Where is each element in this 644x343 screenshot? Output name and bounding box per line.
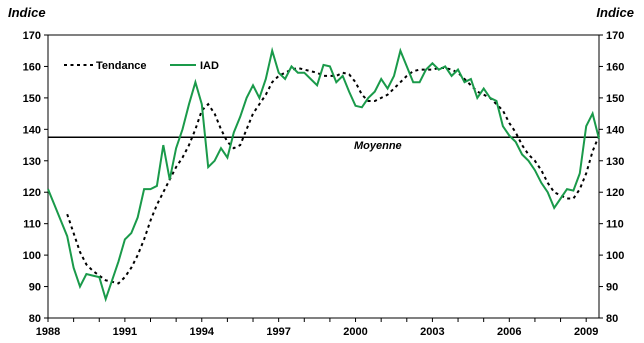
y-tick-label-left: 160 [23,61,41,73]
x-tick-label: 2003 [420,326,444,338]
y-tick-label-left: 140 [23,124,41,136]
x-tick-label: 1994 [190,326,215,338]
x-tick-label: 2009 [574,326,598,338]
x-tick-label: 2006 [497,326,521,338]
y-tick-label-right: 160 [606,61,624,73]
y-tick-label-right: 170 [606,30,624,42]
y-tick-label-right: 140 [606,124,624,136]
y-axis-right: 80 90 100 110 120 130 140 150 160 170 [599,30,624,325]
series-tendance-line [66,66,600,285]
x-tick-label: 2000 [343,326,367,338]
y-tick-label-left: 120 [23,187,41,199]
y-axis-title-right: Indice [596,5,634,20]
y-tick-label-left: 150 [23,93,41,105]
y-tick-label-right: 80 [606,313,618,325]
legend-label-tendance: Tendance [96,60,147,72]
y-tick-label-right: 110 [606,219,624,231]
y-tick-label-left: 110 [23,219,41,231]
y-axis-title-left: Indice [8,5,46,20]
y-tick-label-left: 100 [23,250,41,262]
y-tick-label-right: 90 [606,282,618,294]
x-axis: 1988 1991 1994 1997 2000 2003 2006 2009 [36,318,598,338]
y-tick-label-right: 150 [606,93,624,105]
legend: Tendance IAD [64,60,219,72]
y-tick-label-right: 120 [606,187,624,199]
legend-label-iad: IAD [200,60,219,72]
x-tick-label: 1997 [266,326,290,338]
y-axis-left: 80 90 100 110 120 130 140 150 160 170 [23,30,48,325]
series-iad-line [47,46,600,303]
x-tick-label: 1991 [113,326,137,338]
y-tick-label-right: 100 [606,250,624,262]
moyenne-label: Moyenne [354,140,402,152]
x-tick-label: 1988 [36,326,60,338]
y-tick-label-left: 80 [29,313,41,325]
y-tick-label-right: 130 [606,156,624,168]
plot-frame [47,34,600,319]
y-tick-label-left: 170 [23,30,41,42]
y-tick-label-left: 90 [29,282,41,294]
y-tick-label-left: 130 [23,156,41,168]
